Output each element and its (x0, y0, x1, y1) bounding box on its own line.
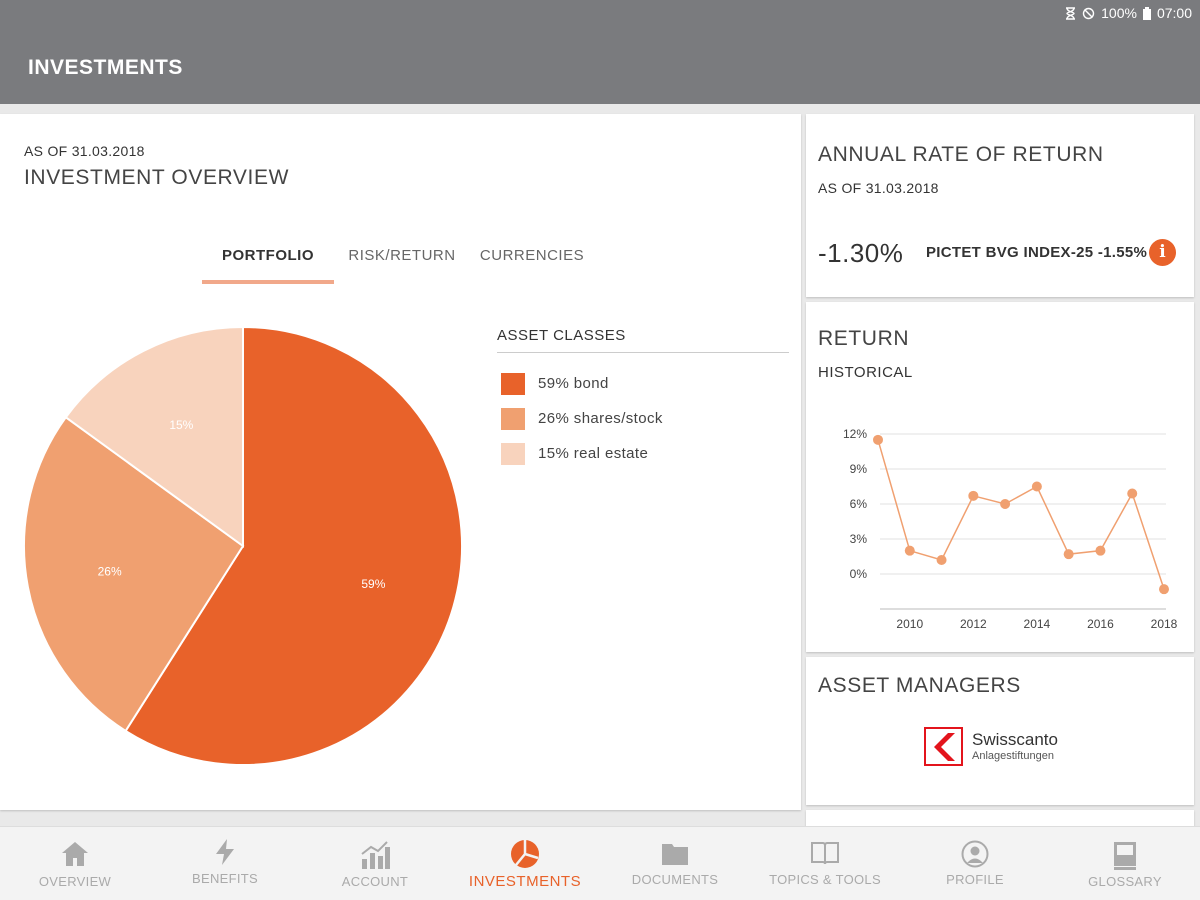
nav-account[interactable]: ACCOUNT (300, 827, 450, 900)
nav-topics-tools[interactable]: TOPICS & TOOLS (750, 827, 900, 900)
app-bar: 100% 07:00 INVESTMENTS (0, 0, 1200, 104)
lightning-icon (216, 839, 234, 865)
benchmark-label: PICTET BVG INDEX-25 -1.55% (926, 244, 1148, 261)
x-tick-label: 2018 (1151, 617, 1178, 631)
nav-label: ACCOUNT (341, 874, 409, 889)
tab-currencies[interactable]: CURRENCIES (479, 247, 585, 264)
return-point-2016 (1095, 545, 1106, 556)
person-icon (961, 840, 989, 868)
nav-label: PROFILE (946, 872, 1004, 887)
pie-chart-icon (511, 840, 539, 868)
x-tick-label: 2016 (1087, 617, 1114, 631)
folder-icon (662, 844, 688, 865)
logo-subtitle: Anlagestiftungen (972, 750, 1054, 762)
nav-investments[interactable]: INVESTMENTS (450, 827, 600, 900)
nav-profile[interactable]: PROFILE (900, 827, 1050, 900)
swisscanto-mark-icon (924, 727, 963, 766)
nav-label: GLOSSARY (1088, 874, 1162, 889)
overview-title: INVESTMENT OVERVIEW (24, 166, 289, 189)
y-tick-label: 3% (850, 532, 868, 546)
return-point-2015 (1063, 549, 1074, 560)
return-point-2013 (1000, 499, 1011, 509)
home-icon (62, 842, 88, 866)
nav-benefits[interactable]: BENEFITS (150, 827, 300, 900)
pie-slice-shares-stock (23, 415, 245, 733)
nav-label: INVESTMENTS (468, 873, 582, 890)
book-icon (811, 842, 839, 865)
overview-tabs: PORTFOLIO RISK/RETURN CURRENCIES (202, 238, 594, 284)
page-title: INVESTMENTS (28, 56, 183, 79)
logo-text: Swisscanto Anlagestiftungen (972, 731, 1058, 762)
return-title: RETURN (818, 327, 910, 350)
y-tick-label: 12% (843, 427, 867, 441)
tab-risk-return[interactable]: RISK/RETURN (348, 247, 456, 264)
battery-percent: 100% (1101, 5, 1137, 21)
nav-label: OVERVIEW (38, 874, 112, 889)
legend-item-real-estate: 15% real estate (501, 436, 663, 471)
legend-swatch (501, 407, 525, 430)
legend-item-bond: 59% bond (501, 366, 663, 401)
nav-overview[interactable]: OVERVIEW (0, 827, 150, 900)
annual-as-of: AS OF 31.03.2018 (818, 180, 939, 196)
return-subtitle: HISTORICAL (818, 364, 913, 381)
return-point-2014 (1031, 481, 1042, 492)
tab-portfolio[interactable]: PORTFOLIO (202, 238, 334, 284)
legend-label: 59% bond (538, 375, 609, 392)
nav-label: TOPICS & TOOLS (769, 872, 881, 887)
legend-swatch (501, 372, 525, 395)
x-tick-label: 2012 (960, 617, 987, 631)
legend-divider (497, 352, 789, 353)
swisscanto-logo[interactable]: Swisscanto Anlagestiftungen (924, 727, 1058, 766)
nav-glossary[interactable]: GLOSSARY (1050, 827, 1200, 900)
bottom-navigation: OVERVIEW BENEFITS ACCOUNT INVESTMENTS DO… (0, 826, 1200, 900)
historical-return-chart: 12% 9% 6% 3% 0% 2010 2012 2014 2016 2018 (843, 427, 1178, 631)
nav-label: BENEFITS (192, 871, 258, 886)
logo-name: Swisscanto (972, 730, 1058, 749)
pie-data-label: 15% (169, 418, 193, 432)
pie-data-label: 59% (361, 577, 385, 591)
legend: 59% bond 26% shares/stock 15% real estat… (501, 366, 663, 471)
x-tick-label: 2010 (896, 617, 923, 631)
return-point-2018 (1159, 584, 1169, 595)
nav-documents[interactable]: DOCUMENTS (600, 827, 750, 900)
managers-title: ASSET MANAGERS (818, 674, 1021, 697)
y-tick-label: 6% (850, 497, 868, 511)
x-tick-label: 2014 (1024, 617, 1051, 631)
return-point-2017 (1127, 488, 1138, 499)
glossary-icon (1114, 842, 1136, 870)
return-series-line (877, 439, 1165, 590)
legend-label: 26% shares/stock (538, 410, 663, 427)
legend-title: ASSET CLASSES (497, 327, 626, 344)
asset-managers-card (806, 657, 1194, 805)
overview-as-of: AS OF 31.03.2018 (24, 143, 145, 159)
y-tick-label: 0% (850, 567, 868, 581)
bar-chart-icon (361, 841, 390, 869)
asset-pie-chart: 59% 26% 15% (23, 325, 463, 766)
hourglass-icon (1066, 6, 1076, 20)
annual-title: ANNUAL RATE OF RETURN (818, 143, 1104, 166)
y-tick-label: 9% (850, 462, 868, 476)
return-card (806, 302, 1194, 652)
legend-label: 15% real estate (538, 445, 649, 462)
return-point-2009 (873, 434, 883, 445)
legend-swatch (501, 442, 525, 465)
pie-data-label: 26% (98, 564, 122, 578)
pie-slice-bond (124, 325, 463, 766)
legend-item-shares: 26% shares/stock (501, 401, 663, 436)
info-icon[interactable]: i (1149, 239, 1176, 266)
alarm-off-icon (1082, 7, 1095, 19)
pie-slice-real-estate (64, 325, 244, 548)
battery-icon (1142, 6, 1151, 20)
status-bar: 100% 07:00 (1065, 5, 1192, 21)
return-point-2012 (968, 490, 979, 501)
nav-label: DOCUMENTS (631, 872, 719, 887)
annual-return-value: -1.30% (818, 238, 904, 268)
annual-return-card (806, 114, 1194, 297)
return-point-2010 (904, 545, 915, 556)
return-point-2011 (936, 555, 947, 565)
clock: 07:00 (1156, 5, 1192, 21)
